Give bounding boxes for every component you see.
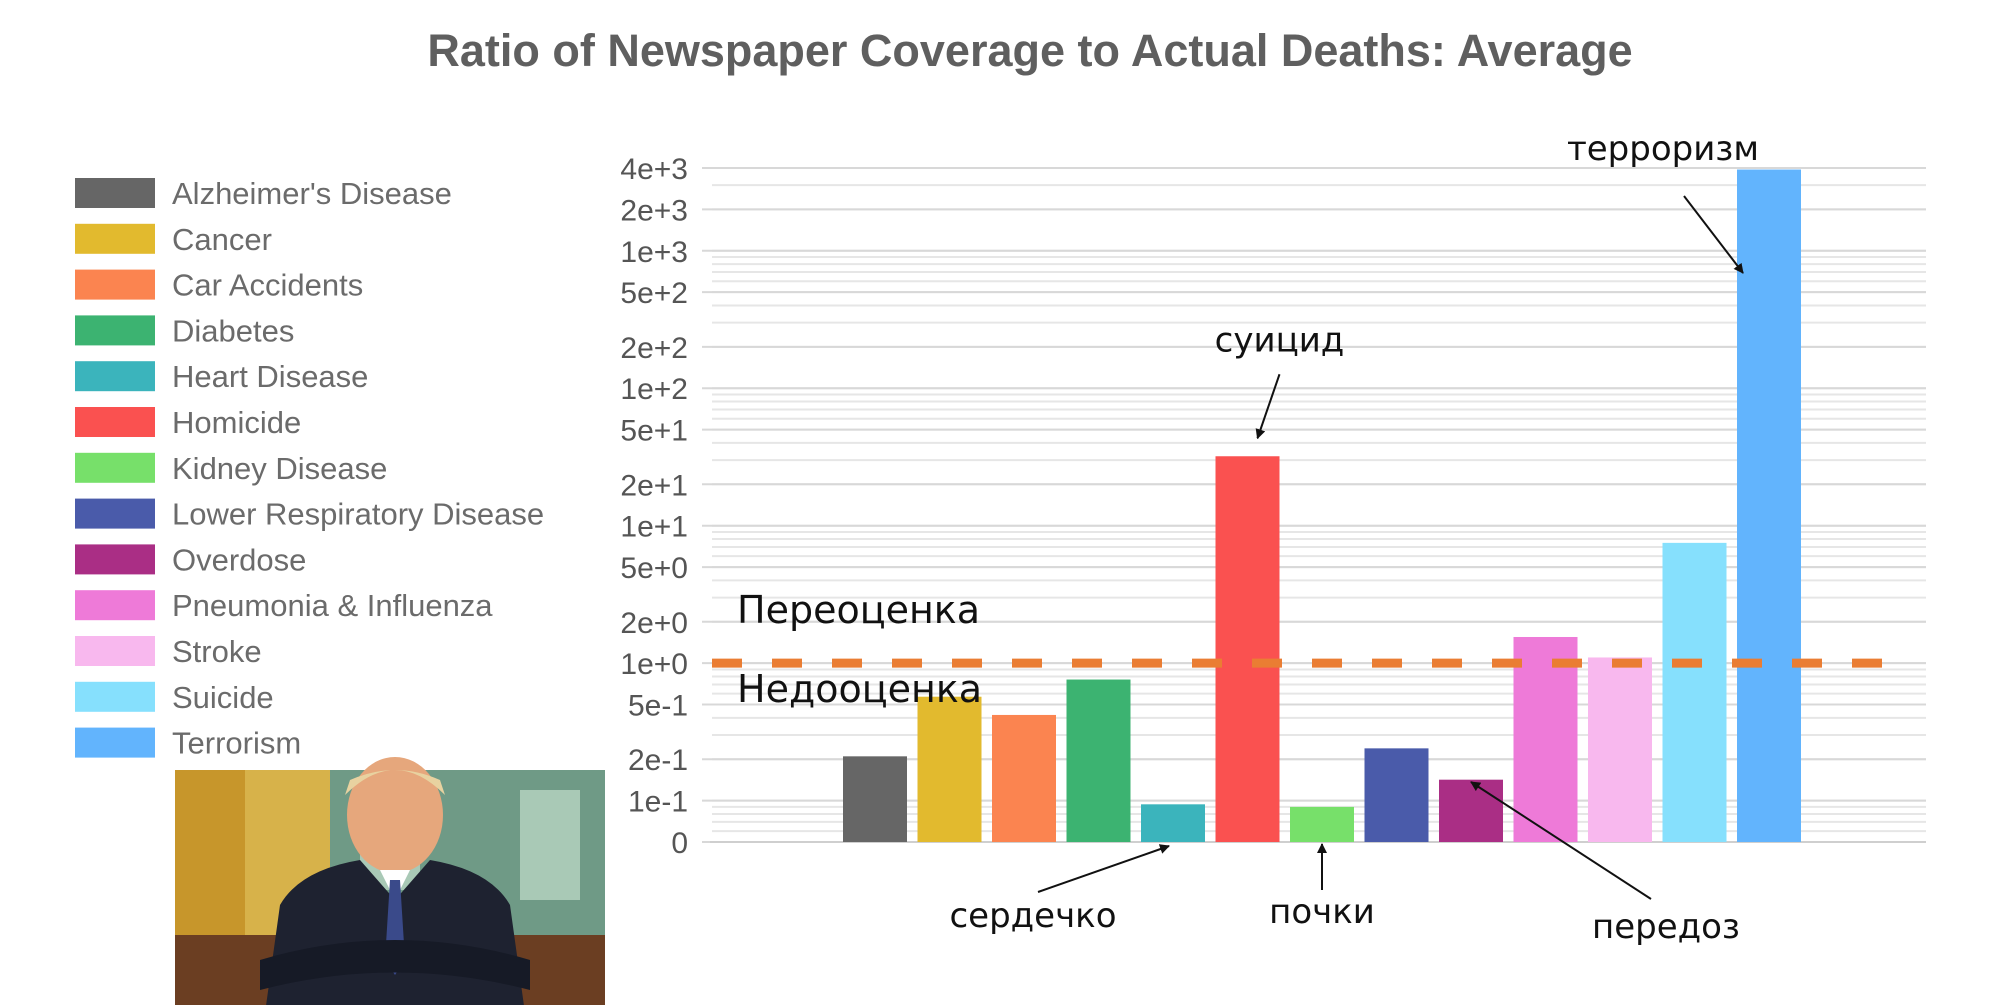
y-tick-label: 1e-1 bbox=[628, 786, 688, 819]
underestimate-label: Недооценка bbox=[737, 667, 982, 711]
annotation-label: суицид bbox=[1215, 320, 1345, 360]
legend-swatch bbox=[75, 452, 155, 483]
y-tick-label: 0 bbox=[671, 827, 688, 860]
annotation-label: терроризм bbox=[1567, 129, 1759, 169]
legend-swatch bbox=[75, 681, 155, 712]
legend-label: Homicide bbox=[172, 405, 301, 440]
y-tick-label: 1e+2 bbox=[620, 373, 688, 406]
legend-swatch bbox=[75, 407, 155, 437]
bar-homicide bbox=[1215, 456, 1280, 842]
y-tick-label: 4e+3 bbox=[620, 153, 688, 186]
legend-label: Heart Disease bbox=[172, 359, 368, 394]
legend-label: Overdose bbox=[172, 542, 306, 577]
legend: Alzheimer's Disease Cancer Car Accidents Di… bbox=[75, 176, 544, 761]
annotation-label: передоз bbox=[1592, 907, 1740, 947]
legend-swatch bbox=[75, 178, 155, 208]
legend-swatch bbox=[75, 636, 155, 666]
bar-suicide bbox=[1662, 542, 1727, 842]
legend-label: Stroke bbox=[172, 634, 262, 669]
bars bbox=[843, 169, 1801, 842]
legend-swatch bbox=[75, 361, 155, 392]
y-tick-label: 5e+1 bbox=[620, 415, 688, 448]
y-tick-label: 2e+3 bbox=[620, 194, 688, 227]
bar-terrorism bbox=[1737, 169, 1801, 842]
bar-overdose bbox=[1439, 779, 1503, 842]
y-tick-label: 2e+2 bbox=[620, 332, 688, 365]
y-tick-label: 2e+1 bbox=[620, 469, 688, 502]
legend-swatch bbox=[75, 727, 155, 758]
legend-label: Suicide bbox=[172, 680, 274, 715]
bar-lower-respiratory-disease bbox=[1364, 748, 1429, 842]
annotation-label: почки bbox=[1269, 892, 1375, 932]
annotations: терроризм суицид сердечко почки передоз bbox=[949, 129, 1759, 947]
legend-label: Car Accidents bbox=[172, 268, 363, 303]
person-photo bbox=[175, 757, 605, 1005]
bar-stroke bbox=[1588, 657, 1652, 842]
reference-line-group: Переоценка Недооценка bbox=[712, 588, 1895, 711]
y-tick-label: 5e-1 bbox=[628, 690, 688, 723]
y-tick-label: 1e+3 bbox=[620, 236, 688, 269]
legend-swatch bbox=[75, 223, 155, 254]
y-tick-label: 1e+1 bbox=[620, 511, 688, 544]
legend-swatch bbox=[75, 269, 155, 300]
chart-title: Ratio of Newspaper Coverage to Actual De… bbox=[427, 25, 1632, 76]
legend-label: Cancer bbox=[172, 222, 272, 257]
bar-cancer bbox=[917, 696, 982, 842]
legend-label: Alzheimer's Disease bbox=[172, 176, 452, 211]
annotation-arrow bbox=[1470, 781, 1652, 900]
y-tick-label: 2e+0 bbox=[620, 607, 688, 640]
annotation-arrow bbox=[1683, 195, 1744, 274]
y-tick-label: 5e+0 bbox=[620, 552, 688, 585]
legend-label: Terrorism bbox=[172, 726, 301, 761]
legend-label: Pneumonia & Influenza bbox=[172, 588, 493, 623]
bar-car-accidents bbox=[992, 714, 1056, 842]
annotation-arrow bbox=[1037, 844, 1170, 893]
y-tick-label: 1e+0 bbox=[620, 648, 688, 681]
bar-kidney-disease bbox=[1290, 806, 1354, 842]
bar-pneumonia-influenza bbox=[1513, 636, 1578, 842]
legend-label: Diabetes bbox=[172, 313, 294, 348]
y-tick-label: 2e-1 bbox=[628, 744, 688, 777]
legend-swatch bbox=[75, 590, 155, 621]
bar-alzheimer-s-disease bbox=[843, 756, 907, 842]
y-tick-label: 5e+2 bbox=[620, 277, 688, 310]
bar-diabetes bbox=[1066, 679, 1131, 842]
legend-swatch bbox=[75, 544, 155, 575]
annotation-label: сердечко bbox=[949, 896, 1116, 936]
overestimate-label: Переоценка bbox=[737, 588, 980, 632]
annotation-arrow bbox=[1255, 373, 1281, 440]
bar-heart-disease bbox=[1141, 804, 1205, 842]
legend-swatch bbox=[75, 498, 155, 529]
legend-label: Lower Respiratory Disease bbox=[172, 497, 544, 532]
legend-swatch bbox=[75, 315, 155, 346]
legend-label: Kidney Disease bbox=[172, 451, 387, 486]
